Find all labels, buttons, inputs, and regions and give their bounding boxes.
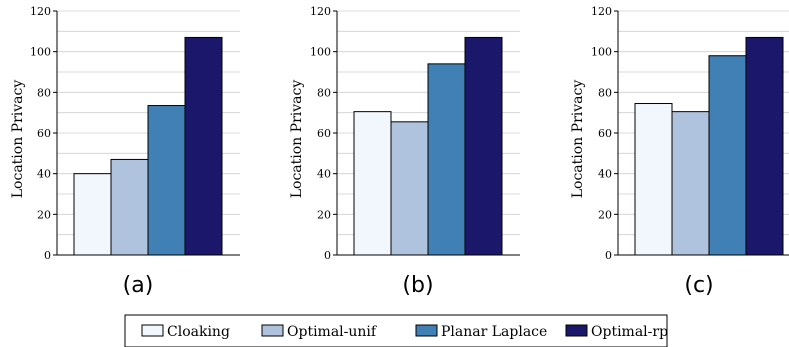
y-tick-label: 40	[598, 168, 612, 181]
y-tick-label: 80	[37, 86, 51, 99]
legend-label-optimal-unif: Optimal-unif	[287, 324, 378, 340]
y-tick-label: 100	[591, 46, 612, 59]
y-tick-label: 0	[324, 249, 331, 262]
y-tick-label: 20	[598, 208, 612, 221]
y-tick-label: 120	[310, 5, 331, 18]
legend-label-cloaking: Cloaking	[167, 324, 230, 340]
y-tick-label: 0	[44, 249, 51, 262]
bar-optimal-rp	[184, 36, 223, 256]
y-tick-label: 100	[30, 46, 51, 59]
y-axis-label: Location Privacy	[10, 80, 26, 199]
chart-panel-3: 0 20 40 60 80 100 120 Location Privacy (c)	[570, 5, 789, 298]
legend-swatch-optimal-rp	[565, 324, 588, 337]
bar-planar-laplace	[147, 105, 186, 256]
chart-panel-1: 0 20 40 60 80 100 120 Location Privacy (a)	[10, 5, 240, 298]
y-tick-label: 20	[317, 208, 331, 221]
y-tick-label: 40	[317, 168, 331, 181]
legend-label-optimal-rp: Optimal-rp	[591, 324, 668, 340]
legend-swatch-cloaking	[141, 324, 164, 337]
y-tick-label: 40	[37, 168, 51, 181]
y-tick-label: 80	[317, 86, 331, 99]
bar-cloaking	[353, 111, 392, 256]
legend-swatch-planar-laplace	[415, 324, 438, 337]
bar-optimal-unif	[671, 111, 710, 256]
y-tick-label: 60	[37, 127, 51, 140]
bar-optimal-rp	[464, 36, 503, 256]
bar-cloaking	[634, 103, 673, 256]
chart-panels: 0 20 40 60 80 100 120 Location Privacy (a) 0 20 40 6…	[10, 5, 789, 298]
chart-panel-2: 0 20 40 60 80 100 120 Location Privacy (b)	[289, 5, 520, 298]
y-tick-label: 120	[591, 5, 612, 18]
legend: Cloaking Optimal-unif Planar Laplace Optima…	[124, 314, 668, 347]
y-tick-label: 100	[310, 46, 331, 59]
bar-optimal-rp	[745, 36, 784, 256]
y-tick-label: 0	[605, 249, 612, 262]
bar-optimal-unif	[390, 121, 429, 256]
bar-planar-laplace	[708, 55, 747, 256]
legend-swatch-optimal-unif	[261, 324, 284, 337]
bar-optimal-unif	[110, 158, 149, 256]
bar-cloaking	[73, 173, 112, 256]
bar-planar-laplace	[427, 63, 466, 256]
legend-label-planar-laplace: Planar Laplace	[441, 324, 547, 340]
y-axis-label: Location Privacy	[289, 80, 305, 199]
y-tick-label: 120	[30, 5, 51, 18]
y-axis-label: Location Privacy	[570, 80, 586, 199]
panel-label: (c)	[684, 273, 713, 298]
panel-label: (a)	[123, 273, 154, 298]
y-tick-label: 60	[598, 127, 612, 140]
y-tick-label: 20	[37, 208, 51, 221]
panel-label: (b)	[402, 273, 433, 298]
y-tick-label: 80	[598, 86, 612, 99]
y-tick-label: 60	[317, 127, 331, 140]
